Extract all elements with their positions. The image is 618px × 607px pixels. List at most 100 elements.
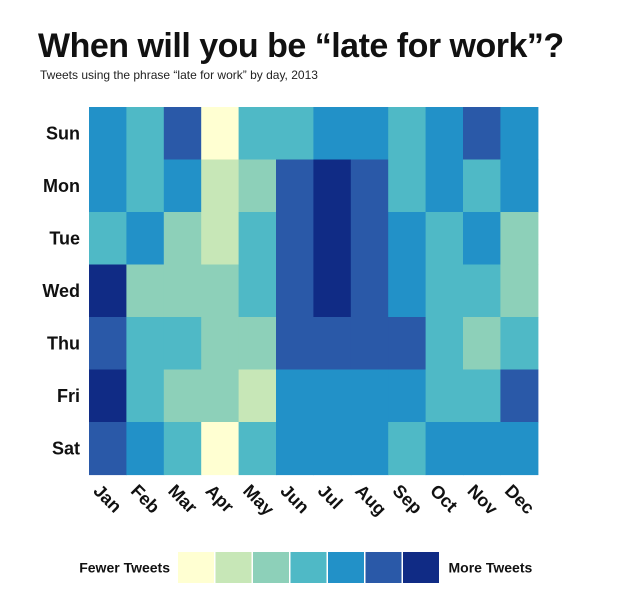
heatmap-cell-fri-jun	[276, 369, 314, 423]
chart-title: When will you be “late for work”?	[38, 27, 564, 65]
heatmap-cell-wed-mar	[163, 264, 202, 318]
column-label-jan: Jan	[90, 481, 126, 517]
heatmap-cell-sun-may	[238, 107, 277, 161]
heatmap-cell-tue-jun	[276, 212, 314, 266]
row-labels: Sun Mon Tue Wed Thu Fri Sat	[42, 123, 80, 458]
column-label-sep: Sep	[389, 481, 426, 518]
heatmap-cell-wed-sep	[388, 264, 427, 318]
heatmap-cell-wed-dec	[500, 264, 539, 318]
heatmap-cell-sun-feb	[126, 107, 165, 161]
heatmap-cell-tue-jul	[313, 212, 352, 266]
heatmap-cell-sat-mar	[163, 422, 202, 476]
legend-swatch-3	[253, 552, 289, 583]
legend-swatch-4	[290, 552, 327, 583]
column-label-mar: Mar	[164, 481, 201, 518]
heatmap-cell-thu-dec	[500, 317, 539, 371]
heatmap-cell-thu-jun	[276, 317, 314, 371]
heatmap-cell-mon-sep	[388, 159, 427, 213]
heatmap-cell-sat-apr	[201, 422, 240, 476]
heatmap-cell-wed-apr	[201, 264, 240, 318]
heatmap-cell-sun-oct	[425, 107, 464, 161]
heatmap-cell-sat-sep	[388, 422, 427, 476]
heatmap-cell-fri-jan	[89, 369, 127, 423]
heatmap-cell-tue-aug	[350, 212, 389, 266]
heatmap-cell-sun-sep	[388, 107, 427, 161]
heatmap-cell-mon-jul	[313, 159, 352, 213]
heatmap-cell-thu-jul	[313, 317, 352, 371]
heatmap-cell-sun-nov	[463, 107, 501, 161]
heatmap-cell-wed-feb	[126, 264, 165, 318]
column-label-nov: Nov	[464, 481, 502, 519]
heatmap-cell-sat-jun	[276, 422, 314, 476]
heatmap-cell-tue-sep	[388, 212, 427, 266]
heatmap-cell-fri-nov	[463, 369, 501, 423]
column-label-aug: Aug	[351, 481, 390, 520]
column-label-jul: Jul	[314, 481, 347, 514]
legend-swatch-6	[365, 552, 402, 583]
heatmap-cell-tue-apr	[201, 212, 240, 266]
heatmap-cell-fri-jul	[313, 369, 352, 423]
legend-low-label: Fewer Tweets	[79, 560, 170, 576]
heatmap-cell-thu-sep	[388, 317, 427, 371]
heatmap-cell-wed-aug	[350, 264, 389, 318]
column-label-dec: Dec	[501, 481, 538, 518]
heatmap-cell-thu-apr	[201, 317, 240, 371]
heatmap-cell-sat-nov	[463, 422, 501, 476]
heatmap-cell-tue-nov	[463, 212, 501, 266]
heatmap-cell-sat-jan	[89, 422, 127, 476]
heatmap-cell-thu-feb	[126, 317, 165, 371]
heatmap-cell-fri-oct	[425, 369, 464, 423]
row-label-sun: Sun	[46, 123, 80, 143]
heatmap-cell-wed-jun	[276, 264, 314, 318]
row-label-wed: Wed	[42, 281, 80, 301]
heatmap-cell-mon-apr	[201, 159, 240, 213]
heatmap-cell-sat-may	[238, 422, 277, 476]
chart-subtitle: Tweets using the phrase “late for work” …	[40, 68, 318, 82]
heatmap-cell-mon-jun	[276, 159, 314, 213]
heatmap-cell-sun-jul	[313, 107, 352, 161]
heatmap-cell-fri-apr	[201, 369, 240, 423]
legend-swatch-2	[215, 552, 252, 583]
legend-high-label: More Tweets	[449, 560, 533, 576]
heatmap-cell-sat-dec	[500, 422, 539, 476]
heatmap-cell-thu-mar	[163, 317, 202, 371]
heatmap-cell-thu-aug	[350, 317, 389, 371]
heatmap-cell-thu-jan	[89, 317, 127, 371]
legend-swatch-5	[328, 552, 364, 583]
color-legend: Fewer Tweets More Tweets	[79, 552, 532, 583]
heatmap-cell-sun-jun	[276, 107, 314, 161]
heatmap-cell-tue-dec	[500, 212, 539, 266]
heatmap-cell-wed-may	[238, 264, 277, 318]
column-label-may: May	[239, 481, 278, 520]
heatmap-cell-tue-feb	[126, 212, 165, 266]
heatmap-cell-sun-jan	[89, 107, 127, 161]
heatmap-cell-mon-mar	[163, 159, 202, 213]
row-label-fri: Fri	[57, 386, 80, 406]
row-label-thu: Thu	[47, 333, 80, 353]
column-label-apr: Apr	[202, 481, 238, 517]
heatmap-cell-tue-oct	[425, 212, 464, 266]
heatmap-cell-wed-nov	[463, 264, 501, 318]
column-label-oct: Oct	[426, 481, 461, 516]
heatmap-cell-wed-jul	[313, 264, 352, 318]
heatmap-cell-fri-sep	[388, 369, 427, 423]
heatmap-cell-sun-mar	[163, 107, 202, 161]
heatmap-cell-sat-feb	[126, 422, 165, 476]
heatmap-cell-fri-feb	[126, 369, 165, 423]
heatmap-cell-mon-may	[238, 159, 277, 213]
heatmap-cell-sat-aug	[350, 422, 389, 476]
heatmap-cell-sun-apr	[201, 107, 240, 161]
heatmap-cell-sat-oct	[425, 422, 464, 476]
heatmap-cell-mon-feb	[126, 159, 165, 213]
heatmap-cell-fri-aug	[350, 369, 389, 423]
heatmap-cell-wed-jan	[89, 264, 127, 318]
row-label-mon: Mon	[43, 176, 80, 196]
heatmap-cell-sun-dec	[500, 107, 539, 161]
legend-swatch-7	[403, 552, 439, 583]
heatmap-cell-mon-aug	[350, 159, 389, 213]
heatmap-cell-mon-dec	[500, 159, 539, 213]
heatmap-cell-sat-jul	[313, 422, 352, 476]
heatmap-cell-tue-mar	[163, 212, 202, 266]
heatmap-cell-mon-nov	[463, 159, 501, 213]
